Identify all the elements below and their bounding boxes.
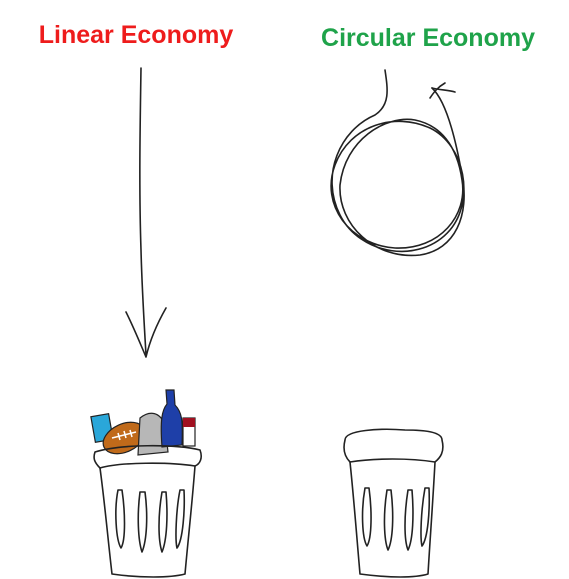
linear-title: Linear Economy bbox=[39, 21, 234, 49]
page: Linear Economy Circular Economy (() => { bbox=[0, 0, 569, 579]
empty-trash-can bbox=[344, 429, 443, 577]
full-trash-can bbox=[91, 390, 201, 577]
circular-loop bbox=[331, 70, 464, 255]
circular-title: Circular Economy bbox=[321, 24, 535, 52]
linear-arrow bbox=[126, 68, 166, 357]
diagram: Linear Economy Circular Economy bbox=[0, 0, 569, 579]
